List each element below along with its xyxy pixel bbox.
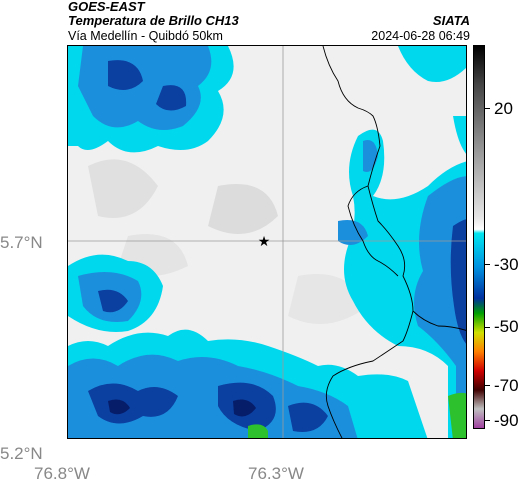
deep-blue-region-west <box>98 289 128 313</box>
cold-cloud-nw <box>68 46 234 153</box>
lon-label-76.3: 76.3°W <box>248 464 304 483</box>
agency-label: SIATA <box>432 13 470 28</box>
cold-cloud-west <box>68 254 163 332</box>
blue-region <box>78 46 212 130</box>
cold-cloud-ne <box>398 46 466 154</box>
colorbar-tick <box>485 108 490 109</box>
lon-label-76.8: 76.8°W <box>34 464 90 483</box>
brightness-temperature-image: ★ <box>68 46 466 438</box>
satellite-title: GOES-EAST <box>68 0 145 14</box>
colorbar-tick <box>485 385 490 386</box>
border-line-branch <box>347 185 399 277</box>
cyan-region-ne <box>398 46 466 82</box>
colorbar-label-minus30: -30 <box>494 255 519 274</box>
deep-blue-region-south <box>88 382 328 432</box>
star-icon: ★ <box>258 234 271 250</box>
cold-cloud-south <box>68 329 466 438</box>
temperature-colorbar <box>473 45 485 429</box>
cyan-region-ne2 <box>453 116 466 154</box>
cold-cloud-east <box>338 129 466 438</box>
timestamp-label: 2024-06-28 06:49 <box>371 29 470 43</box>
satellite-map: ★ <box>67 45 467 439</box>
colorbar-label-minus90: -90 <box>494 411 519 430</box>
colorbar-label-minus50: -50 <box>494 317 519 336</box>
border-line-south <box>325 310 414 438</box>
lat-label-5.7: 5.7°N <box>0 233 43 252</box>
blue-patch-east2 <box>338 220 368 245</box>
navy-region-south <box>108 399 256 417</box>
lat-label-5.2: 5.2°N <box>0 444 43 463</box>
route-subtitle: Vía Medellín - Quibdó 50km <box>68 29 223 43</box>
colorbar-label-20: 20 <box>494 99 513 118</box>
product-title: Temperatura de Brillo CH13 <box>68 13 239 28</box>
colorbar-tick <box>485 420 490 421</box>
colorbar-tick <box>485 264 490 265</box>
border-line-main <box>322 46 466 331</box>
deep-blue-region <box>108 60 187 111</box>
colorbar-label-minus70: -70 <box>494 376 519 395</box>
deep-blue-region-east <box>450 219 466 344</box>
colorbar-tick <box>485 327 490 328</box>
